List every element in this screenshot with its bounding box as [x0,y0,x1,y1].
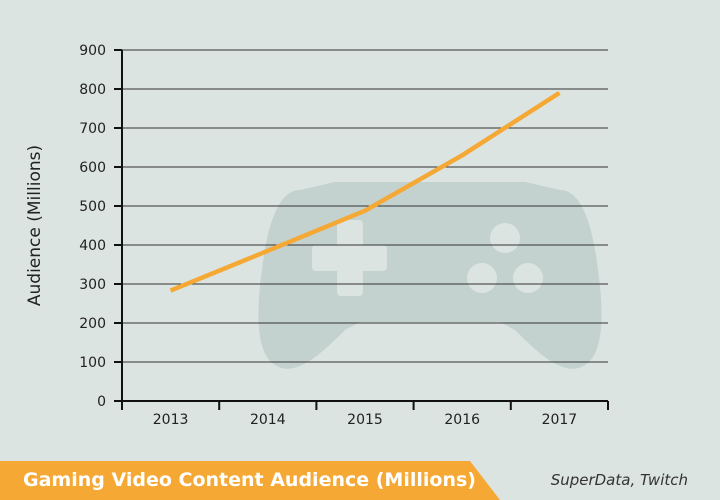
y-tick-label: 0 [97,394,106,410]
game-controller-icon [258,182,602,369]
controller-body [258,182,602,369]
y-tick-label: 800 [79,82,106,98]
x-tick-label: 2014 [250,412,286,428]
y-tick-label: 400 [79,238,106,254]
y-axis-label: Audience (Millions) [25,145,45,306]
x-tick-label: 2013 [153,412,189,428]
controller-button [490,223,520,253]
source-credit: SuperData, Twitch [550,471,688,489]
dpad-vertical [337,220,363,296]
title-banner: Gaming Video Content Audience (Millions) [0,461,500,500]
y-tick-label: 100 [79,355,106,371]
y-tick-labels: 0 100 200 300 400 500 600 700 800 900 [79,43,106,410]
axes [114,49,609,410]
x-tick-label: 2017 [542,412,578,428]
y-tick-label: 700 [79,121,106,137]
y-tick-label: 600 [79,160,106,176]
y-tick-label: 500 [79,199,106,215]
x-tick-labels: 2013 2014 2015 2016 2017 [153,412,577,428]
series-line [169,91,561,293]
series-layer [169,91,561,293]
x-tick-label: 2016 [444,412,480,428]
x-tick-label: 2015 [347,412,383,428]
gridlines [122,49,608,363]
chart-title: Gaming Video Content Audience (Millions) [23,469,476,491]
controller-button [513,263,543,293]
footer: Gaming Video Content Audience (Millions)… [0,461,720,500]
y-tick-label: 200 [79,316,106,332]
controller-button [467,263,497,293]
y-tick-label: 900 [79,43,106,59]
y-tick-label: 300 [79,277,106,293]
